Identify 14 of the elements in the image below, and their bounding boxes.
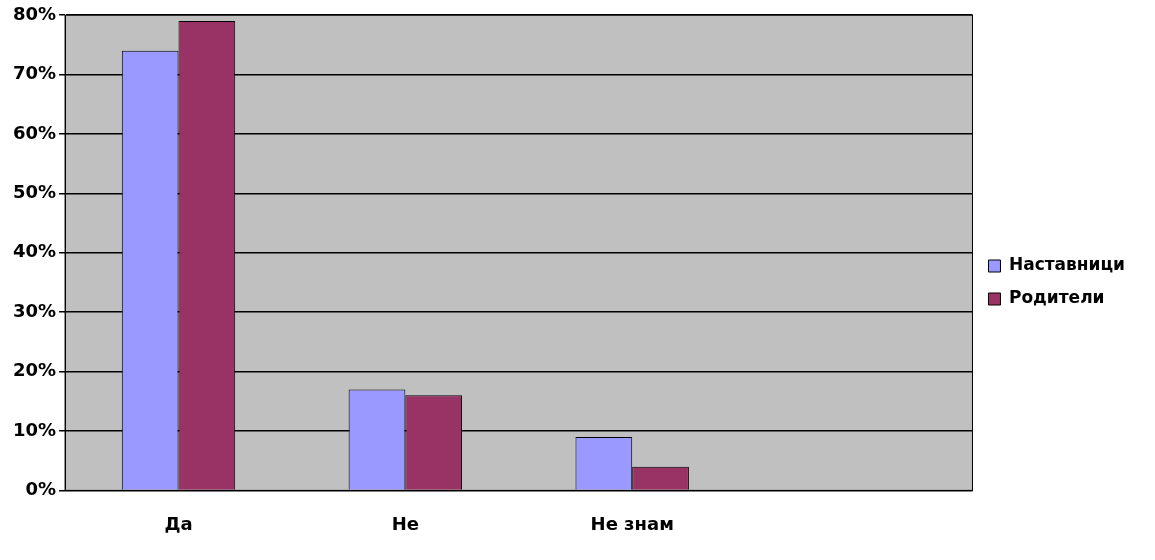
legend-label: Наставници (1008, 254, 1125, 275)
x-tick-label: Не (391, 512, 419, 534)
x-tick-label: Да (164, 512, 193, 534)
y-tick-label: 30% (12, 299, 57, 321)
y-tick-label: 50% (12, 180, 57, 202)
y-tick-label: 20% (12, 359, 57, 381)
y-tick-label: 0% (25, 478, 57, 500)
y-tick-label: 80% (12, 2, 57, 24)
y-tick-label: 60% (12, 121, 57, 143)
y-tick-label: 70% (12, 62, 57, 84)
x-tick-label: Не знам (590, 512, 674, 534)
y-tick-label: 10% (12, 418, 57, 440)
legend-label: Родители (1008, 287, 1105, 308)
y-tick-label: 40% (12, 240, 57, 262)
